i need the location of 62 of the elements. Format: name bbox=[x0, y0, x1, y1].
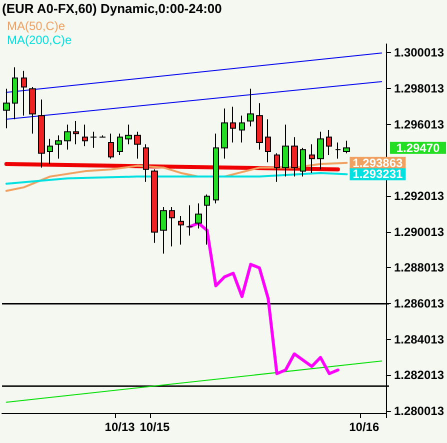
candlestick bbox=[265, 118, 271, 163]
candlestick bbox=[282, 124, 289, 178]
candlestick bbox=[55, 134, 62, 160]
candlestick bbox=[73, 120, 79, 145]
y-tick-label: 1.280013 bbox=[394, 404, 444, 418]
candlestick bbox=[29, 86, 36, 134]
candlestick bbox=[134, 131, 141, 160]
y-tick-label: 1.284013 bbox=[394, 332, 444, 346]
y-tick-label: 1.296013 bbox=[394, 117, 444, 132]
candlestick bbox=[12, 66, 18, 120]
y-tick-label: 1.292013 bbox=[394, 189, 444, 204]
candlestick bbox=[256, 102, 263, 150]
x-tick-label: 10/16 bbox=[349, 420, 380, 434]
candlestick bbox=[143, 144, 149, 182]
candlestick bbox=[160, 206, 167, 254]
y-tick-label: 1.290013 bbox=[394, 224, 444, 239]
candlestick bbox=[47, 138, 53, 165]
candlestick bbox=[343, 140, 350, 154]
candlestick bbox=[38, 99, 45, 168]
candlestick bbox=[117, 133, 123, 156]
candlestick bbox=[300, 147, 306, 178]
candlestick bbox=[317, 131, 324, 170]
candlestick bbox=[213, 133, 219, 204]
candlestick bbox=[151, 168, 158, 244]
candlestick bbox=[247, 88, 254, 127]
x-tick-label: 10/13 bbox=[104, 420, 136, 434]
candlestick bbox=[125, 124, 132, 145]
candlestick bbox=[204, 194, 210, 246]
line-series bbox=[5, 172, 348, 185]
candlestick bbox=[186, 204, 193, 236]
candlestick bbox=[178, 215, 184, 246]
candlestick bbox=[291, 136, 298, 178]
y-tick-label: 1.286013 bbox=[394, 296, 444, 310]
candlestick bbox=[274, 152, 280, 182]
candlestick bbox=[108, 133, 114, 160]
text: MA(50,C)e bbox=[7, 19, 66, 33]
x-tick-label: 10/15 bbox=[140, 420, 170, 434]
candlestick bbox=[230, 106, 236, 144]
candlestick bbox=[239, 115, 245, 144]
chart-title: (EUR A0-FX,60) Dynamic,0:00-24:00 bbox=[2, 1, 222, 16]
candlestick bbox=[3, 88, 10, 129]
candlestick bbox=[64, 124, 71, 150]
candlestick bbox=[309, 144, 315, 174]
y-tick-label: 1.300013 bbox=[394, 46, 444, 60]
y-tick-label: 1.298013 bbox=[394, 82, 444, 96]
line-series bbox=[188, 222, 340, 376]
text: MA(200,C)e bbox=[7, 33, 72, 47]
candlestick bbox=[90, 131, 97, 148]
data-label: 1.293231 bbox=[352, 167, 404, 182]
candlestick bbox=[169, 206, 175, 247]
data-label: 1.293863 bbox=[352, 156, 404, 170]
candlestick bbox=[326, 129, 332, 156]
candlestick bbox=[195, 202, 202, 229]
line-series bbox=[5, 162, 348, 192]
candlestick bbox=[99, 134, 106, 138]
candlestick bbox=[21, 70, 27, 116]
candlestick bbox=[335, 142, 341, 160]
candlestick bbox=[82, 124, 88, 147]
y-tick-label: 1.282013 bbox=[394, 368, 444, 382]
candlestick bbox=[221, 108, 228, 160]
text: 1.29470 bbox=[396, 140, 440, 155]
y-tick-label: 1.288013 bbox=[394, 260, 444, 275]
